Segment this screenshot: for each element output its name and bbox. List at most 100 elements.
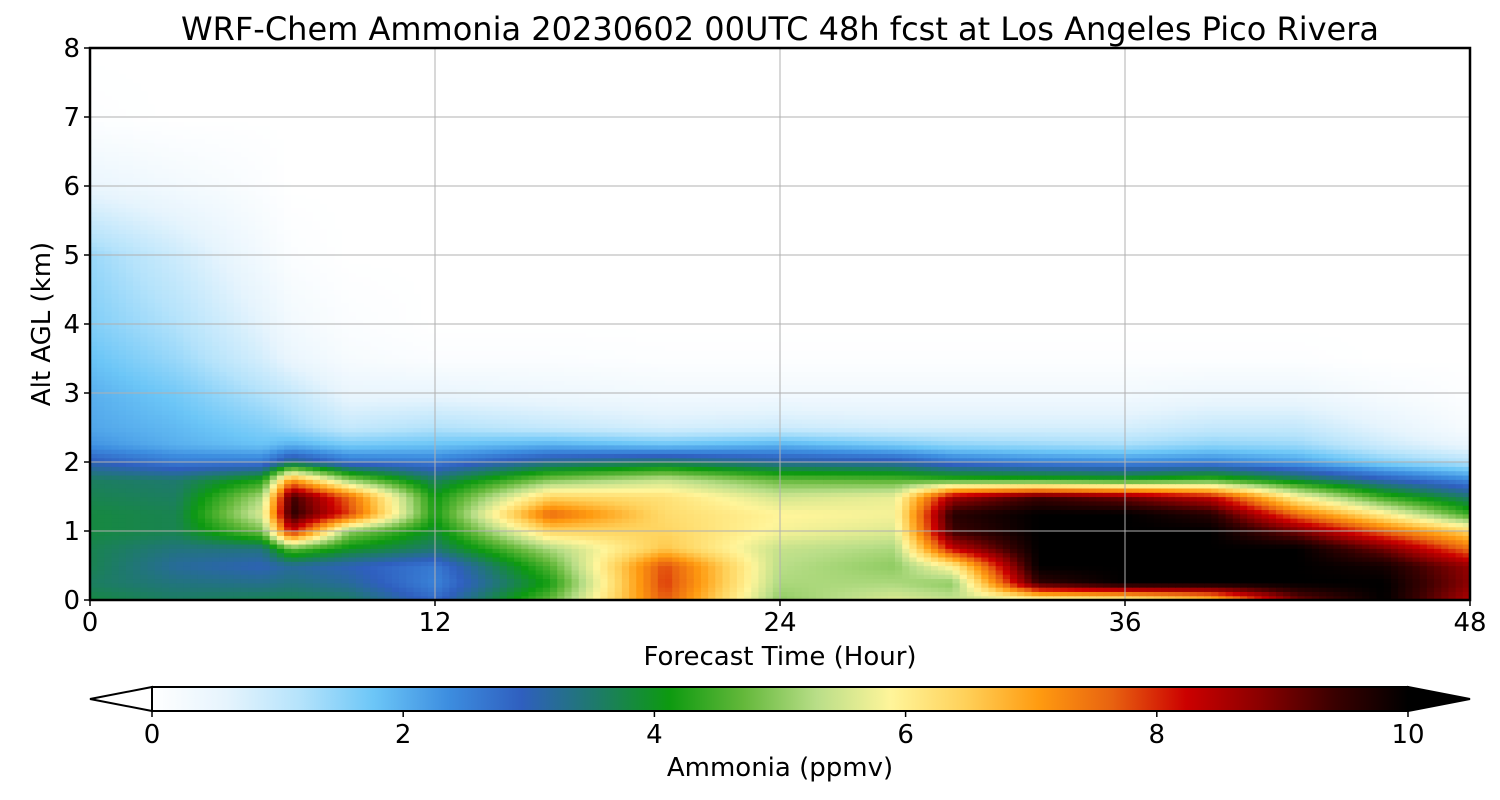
- heatmap-cell: [305, 591, 314, 597]
- heatmap-cell: [1002, 556, 1011, 562]
- heatmap-cell: [1376, 513, 1385, 519]
- heatmap-cell: [219, 574, 228, 580]
- heatmap-cell: [1268, 522, 1277, 528]
- heatmap-cell: [514, 578, 522, 584]
- heatmap-cell: [1175, 505, 1184, 511]
- heatmap-cell: [981, 543, 990, 549]
- heatmap-cell: [1362, 574, 1370, 580]
- heatmap-cell: [1383, 505, 1392, 511]
- heatmap-cell: [406, 487, 415, 493]
- heatmap-cell: [909, 591, 918, 597]
- heatmap-cell: [679, 496, 688, 502]
- heatmap-cell: [1045, 496, 1054, 502]
- heatmap-cell: [621, 556, 630, 562]
- heatmap-cell: [851, 487, 860, 493]
- heatmap-cell: [1225, 574, 1234, 580]
- heatmap-cell: [1146, 509, 1155, 515]
- heatmap-cell: [837, 561, 846, 567]
- heatmap-cell: [118, 539, 127, 545]
- heatmap-cell: [686, 531, 695, 536]
- heatmap-cell: [1347, 513, 1356, 519]
- heatmap-cell: [399, 569, 407, 575]
- heatmap-cell: [1096, 539, 1105, 545]
- heatmap-cell: [1426, 569, 1435, 575]
- heatmap-cell: [320, 582, 328, 588]
- heatmap-cell: [1125, 509, 1133, 515]
- heatmap-cell: [521, 565, 530, 571]
- heatmap-cell: [1125, 500, 1133, 506]
- heatmap-cell: [1196, 574, 1205, 580]
- heatmap-cell: [1117, 487, 1126, 493]
- heatmap-cell: [765, 487, 774, 493]
- heatmap-cell: [1333, 522, 1342, 528]
- heatmap-cell: [363, 591, 371, 597]
- heatmap-cell: [1182, 492, 1191, 498]
- heatmap-cell: [355, 526, 364, 532]
- heatmap-cell: [341, 539, 350, 545]
- heatmap-cell: [1254, 561, 1263, 567]
- heatmap-cell: [1283, 582, 1291, 588]
- heatmap-cell: [355, 578, 364, 584]
- heatmap-cell: [1002, 595, 1011, 600]
- heatmap-cell: [111, 591, 120, 597]
- heatmap-cell: [1426, 561, 1435, 567]
- heatmap-cell: [1017, 539, 1025, 545]
- heatmap-cell: [1175, 500, 1184, 506]
- heatmap-cell: [1304, 565, 1313, 571]
- heatmap-cell: [859, 535, 867, 541]
- heatmap-cell: [413, 526, 422, 532]
- heatmap-cell: [284, 578, 292, 584]
- heatmap-cell: [1074, 548, 1083, 554]
- heatmap-cell: [406, 552, 415, 558]
- heatmap-cell: [708, 496, 716, 502]
- heatmap-cell: [1455, 496, 1464, 502]
- heatmap-cell: [1196, 522, 1205, 528]
- heatmap-cell: [355, 539, 364, 545]
- heatmap-cell: [499, 582, 508, 588]
- heatmap-cell: [1268, 552, 1277, 558]
- heatmap-cell: [672, 574, 680, 580]
- heatmap-cell: [140, 587, 149, 592]
- heatmap-cell: [844, 587, 853, 592]
- heatmap-cell: [197, 574, 206, 580]
- heatmap-cell: [183, 582, 192, 588]
- heatmap-cell: [470, 531, 479, 536]
- heatmap-cell: [916, 492, 925, 498]
- heatmap-cell: [420, 531, 429, 536]
- heatmap-cell: [1218, 531, 1227, 536]
- heatmap-cell: [291, 569, 300, 575]
- heatmap-cell: [880, 561, 889, 567]
- heatmap-cell: [384, 548, 393, 554]
- heatmap-cell: [312, 595, 321, 600]
- heatmap-cell: [1398, 535, 1406, 541]
- heatmap-cell: [830, 518, 839, 523]
- heatmap-cell: [1369, 595, 1378, 600]
- heatmap-cell: [90, 496, 98, 502]
- heatmap-cell: [190, 582, 199, 588]
- heatmap-cell: [413, 522, 422, 528]
- heatmap-cell: [435, 582, 443, 588]
- heatmap-cell: [1139, 561, 1148, 567]
- heatmap-cell: [205, 505, 213, 511]
- heatmap-cell: [866, 556, 875, 562]
- heatmap-cell: [97, 569, 105, 575]
- heatmap-cell: [629, 518, 637, 523]
- heatmap-cell: [205, 574, 213, 580]
- heatmap-cell: [420, 492, 429, 498]
- heatmap-cell: [499, 587, 508, 592]
- heatmap-cell: [226, 487, 235, 493]
- heatmap-cell: [161, 578, 170, 584]
- heatmap-cell: [1297, 492, 1306, 498]
- heatmap-cell: [506, 552, 515, 558]
- heatmap-cell: [650, 561, 659, 567]
- heatmap-cell: [470, 578, 479, 584]
- heatmap-cell: [1117, 513, 1126, 519]
- heatmap-cell: [327, 574, 335, 580]
- heatmap-cell: [298, 565, 307, 571]
- heatmap-cell: [1060, 578, 1069, 584]
- heatmap-cell: [801, 587, 810, 592]
- heatmap-cell: [1441, 535, 1450, 541]
- heatmap-cell: [1081, 539, 1090, 545]
- heatmap-cell: [1038, 509, 1047, 515]
- heatmap-cell: [1175, 556, 1184, 562]
